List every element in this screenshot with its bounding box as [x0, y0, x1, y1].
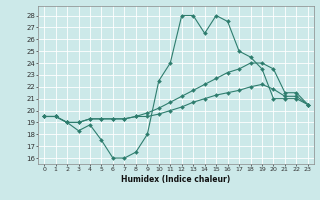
X-axis label: Humidex (Indice chaleur): Humidex (Indice chaleur) [121, 175, 231, 184]
